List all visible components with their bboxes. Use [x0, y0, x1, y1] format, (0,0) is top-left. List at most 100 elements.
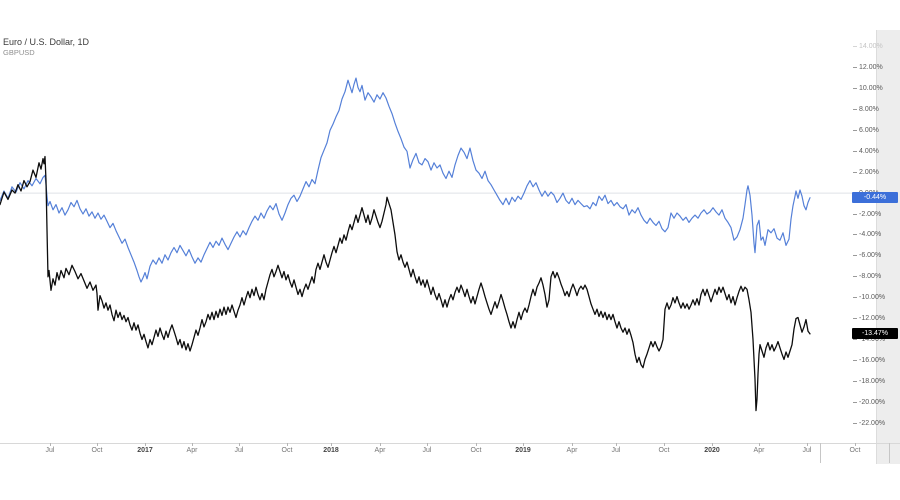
time-tick-mark: [50, 443, 51, 446]
time-axis-label-jul: Jul: [611, 447, 621, 454]
tick-mark: [853, 213, 857, 215]
time-axis-label-jul: Jul: [422, 447, 432, 454]
price-axis-tick: -22.00%: [853, 419, 885, 427]
price-axis-label: 8.00%: [859, 106, 879, 113]
price-axis-label: -2.00%: [859, 210, 882, 218]
time-tick-mark: [97, 443, 98, 446]
price-axis-tick: 14.00%: [853, 43, 883, 51]
price-badge-eurusd-last-value: -0.44%: [852, 192, 898, 204]
price-axis-label: -20.00%: [859, 398, 886, 406]
time-axis-label-2019: 2019: [515, 447, 531, 454]
time-axis-label-jul: Jul: [234, 447, 244, 454]
tick-mark: [853, 297, 857, 299]
tick-mark: [853, 318, 857, 320]
time-tick-mark: [712, 443, 713, 446]
price-axis-label: 10.00%: [859, 85, 883, 93]
time-tick-mark: [616, 443, 617, 446]
price-axis-label: 14.00%: [859, 43, 883, 51]
price-axis-tick: 6.00%: [853, 126, 879, 134]
time-tick-mark: [380, 443, 381, 446]
price-axis-label: -8.00%: [859, 273, 882, 281]
time-axis-border: [0, 443, 900, 444]
price-axis-tick: -18.00%: [853, 377, 885, 385]
price-axis-tick: -14.00%: [853, 336, 885, 344]
time-axis-label-2017: 2017: [137, 447, 153, 454]
price-axis-tick: -8.00%: [853, 273, 881, 281]
time-tick-mark: [192, 443, 193, 446]
price-axis-label: 4.00%: [859, 147, 879, 155]
time-axis-label-2018: 2018: [323, 447, 339, 454]
time-axis-label-apr: Apr: [374, 447, 386, 454]
time-axis-label-jul: Jul: [802, 447, 812, 454]
price-axis-tick: -16.00%: [853, 356, 885, 364]
tick-mark: [853, 109, 857, 110]
tick-mark: [853, 380, 857, 382]
time-tick-mark: [427, 443, 428, 446]
time-tick-mark: [664, 443, 665, 446]
price-axis-tick: 4.00%: [853, 147, 879, 155]
time-axis-corner-divider: [820, 443, 821, 463]
price-axis-tick: -6.00%: [853, 252, 881, 260]
time-axis-label-oct: Oct: [849, 447, 861, 454]
time-axis-label-apr: Apr: [186, 447, 198, 454]
price-axis-tick: 10.00%: [853, 85, 883, 93]
price-axis-label: -14.00%: [859, 336, 886, 343]
time-tick-mark: [855, 443, 856, 446]
price-axis-label: -16.00%: [859, 356, 886, 364]
time-axis-label-oct: Oct: [658, 447, 670, 454]
tick-mark: [853, 171, 857, 173]
axis-corner-divider: [889, 443, 890, 463]
tick-mark: [853, 339, 857, 340]
time-tick-mark: [239, 443, 240, 446]
tick-mark: [853, 422, 857, 424]
price-axis-label: -22.00%: [859, 419, 886, 427]
series-line-gbpusd: [0, 155, 811, 412]
time-axis-label-jul: Jul: [45, 447, 55, 454]
price-axis-tick: 12.00%: [853, 64, 883, 72]
price-axis-label: -18.00%: [859, 377, 886, 385]
price-axis-label: 12.00%: [859, 64, 883, 72]
price-axis-tick: -20.00%: [853, 398, 885, 406]
compare-symbol-label[interactable]: GBPUSD: [3, 48, 35, 57]
tick-mark: [853, 234, 857, 236]
price-axis-label: -12.00%: [859, 315, 886, 323]
tick-mark: [853, 276, 857, 278]
price-axis-tick: -12.00%: [853, 315, 885, 323]
tick-mark: [853, 255, 857, 257]
price-axis-strip: [876, 30, 900, 464]
time-tick-mark: [331, 443, 332, 446]
price-axis-label: -10.00%: [859, 294, 886, 302]
tick-mark: [853, 46, 857, 48]
price-axis-tick: -4.00%: [853, 231, 881, 239]
time-tick-mark: [145, 443, 146, 446]
price-axis-label: 6.00%: [859, 126, 879, 134]
time-axis-label-apr: Apr: [566, 447, 578, 454]
time-tick-mark: [287, 443, 288, 446]
price-axis-tick: -2.00%: [853, 210, 881, 218]
series-line-eurusd: [0, 77, 811, 283]
tick-mark: [853, 150, 857, 152]
tick-mark: [853, 129, 857, 131]
tick-mark: [853, 401, 857, 403]
price-axis-label: 2.00%: [859, 168, 879, 176]
time-tick-mark: [759, 443, 760, 446]
time-axis-label-apr: Apr: [753, 447, 765, 454]
price-axis-tick: -10.00%: [853, 294, 885, 302]
time-tick-mark: [572, 443, 573, 446]
chart-legend: Euro / U.S. Dollar, 1D GBPUSD: [3, 37, 89, 58]
time-axis-label-2020: 2020: [704, 447, 720, 454]
price-axis-label: -4.00%: [859, 231, 882, 239]
tick-mark: [853, 359, 857, 361]
price-badge-gbpusd-last-value: -13.47%: [852, 328, 898, 340]
time-axis-label-oct: Oct: [470, 447, 482, 454]
tick-mark: [853, 88, 857, 90]
time-axis-label-oct: Oct: [91, 447, 103, 454]
tick-mark: [853, 67, 857, 69]
time-tick-mark: [523, 443, 524, 446]
time-axis-label-oct: Oct: [281, 447, 293, 454]
price-axis-tick: 2.00%: [853, 168, 879, 176]
symbol-title[interactable]: Euro / U.S. Dollar, 1D: [3, 37, 90, 47]
time-tick-mark: [807, 443, 808, 446]
